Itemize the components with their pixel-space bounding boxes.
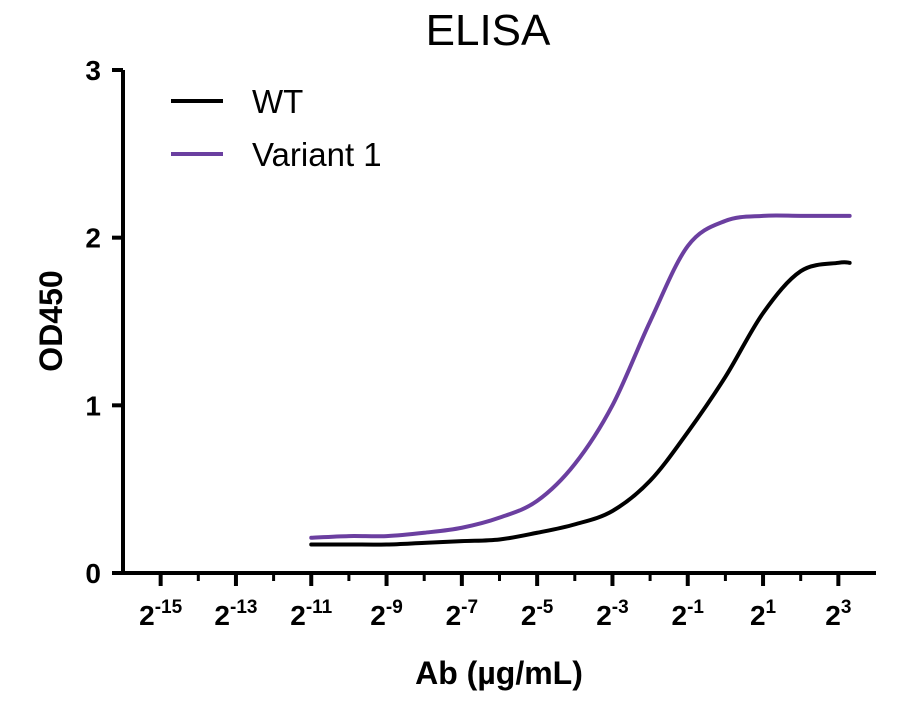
legend: WT Variant 1 [171, 83, 382, 173]
y-ticks: 0 1 2 3 [85, 55, 123, 589]
x-tick-labels: 2-15 2-13 2-11 2-9 2-7 2-5 2-3 2-1 21 23 [139, 597, 851, 631]
series-curves [309, 213, 852, 547]
x-tick-label: 2-5 [521, 597, 554, 631]
x-tick-label: 2-7 [446, 597, 478, 631]
y-axis-label: OD450 [33, 270, 69, 371]
x-tick-label: 2-3 [596, 597, 628, 631]
chart-title: ELISA [426, 6, 551, 55]
y-tick-label: 0 [85, 558, 101, 589]
axes [121, 70, 876, 575]
x-tick-label: 2-9 [370, 597, 402, 631]
x-tick-label: 23 [825, 597, 851, 631]
x-tick-label: 2-1 [672, 597, 705, 631]
y-tick-label: 2 [85, 223, 101, 254]
x-tick-label: 2-11 [290, 597, 332, 631]
x-ticks [158, 573, 841, 586]
y-tick-label: 3 [85, 55, 101, 86]
x-tick-label: 2-15 [139, 597, 182, 631]
series-line-wt [309, 260, 852, 547]
x-tick-label: 2-13 [214, 597, 257, 631]
legend-label: Variant 1 [252, 136, 382, 173]
x-tick-label: 21 [750, 597, 777, 631]
legend-label: WT [252, 83, 303, 120]
x-axis-label: Ab (µg/mL) [415, 655, 583, 691]
y-tick-label: 1 [85, 390, 101, 421]
series-line-variant-1 [309, 213, 852, 540]
